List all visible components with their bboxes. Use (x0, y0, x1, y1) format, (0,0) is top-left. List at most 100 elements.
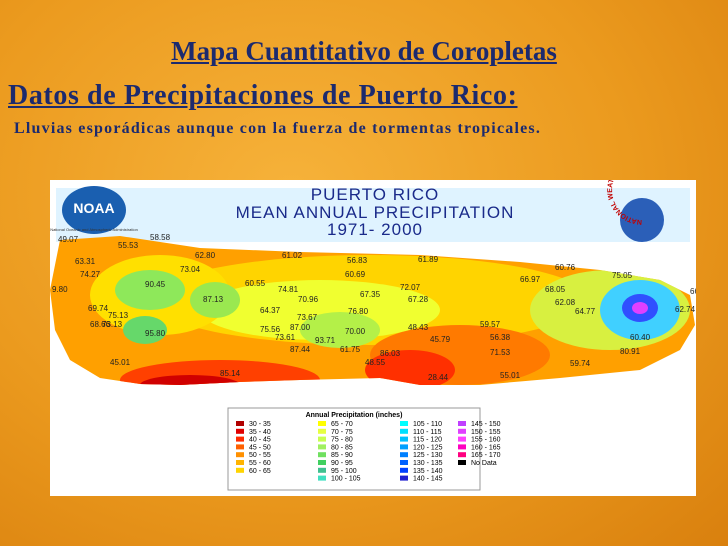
legend-swatch (236, 428, 244, 434)
station-label: 66.97 (520, 275, 541, 284)
legend-swatch (458, 452, 466, 458)
station-label: 58.58 (150, 233, 171, 242)
legend-swatch (318, 460, 326, 465)
map-title-line: 1971- 2000 (327, 220, 423, 239)
precipitation-map: NOAA National Oceanic and Atmospheric Ad… (50, 180, 696, 496)
legend-swatch (400, 475, 408, 481)
legend-label: 85 - 90 (331, 452, 353, 459)
agency-text: National Oceanic and Atmospheric Adminis… (50, 227, 138, 232)
legend-swatch (236, 452, 244, 458)
legend-label: 105 - 110 (413, 421, 442, 428)
station-label: 28.44 (428, 373, 449, 382)
legend-swatch (318, 475, 326, 481)
station-label: 76.80 (348, 307, 369, 316)
station-label: 73.67 (297, 313, 318, 322)
station-label: 62.80 (195, 251, 216, 260)
station-label: 66.00 (690, 287, 696, 296)
station-label: 86.03 (380, 349, 401, 358)
station-label: 75.56 (260, 325, 281, 334)
station-label: 64.77 (575, 307, 596, 316)
legend-swatch (318, 467, 326, 473)
map-title-line: PUERTO RICO (311, 185, 439, 204)
legend-swatch (400, 421, 408, 426)
station-label: 87.00 (290, 323, 311, 332)
station-label: 59.74 (570, 359, 591, 368)
legend-label: 45 - 50 (249, 444, 271, 451)
station-label: 70.00 (345, 327, 366, 336)
legend-label: 35 - 40 (249, 429, 271, 436)
station-label: 59.57 (480, 320, 501, 329)
island (50, 236, 695, 385)
noaa-logo (62, 186, 126, 234)
slide-subtitle: Datos de Precipitaciones de Puerto Rico: (8, 80, 518, 111)
station-label: 9.80 (52, 285, 68, 294)
legend-label: 80 - 85 (331, 444, 353, 451)
legend-swatch (400, 467, 408, 473)
legend-swatch (400, 452, 408, 458)
nws-logo (620, 198, 664, 242)
station-label: 67.35 (360, 290, 381, 299)
station-label: 73.61 (275, 333, 296, 342)
legend-label: 65 - 70 (331, 421, 353, 428)
noaa-text: NOAA (73, 200, 114, 216)
station-label: 74.27 (80, 270, 101, 279)
legend-label: 100 - 105 (331, 476, 361, 483)
legend-label: 150 - 155 (471, 429, 501, 436)
station-label: 60.76 (555, 263, 576, 272)
station-label: 56.38 (490, 333, 511, 342)
legend-title: Annual Precipitation (inches) (306, 412, 403, 419)
legend-swatch (400, 444, 408, 450)
station-label: 62.08 (555, 298, 576, 307)
legend-label: 60 - 65 (249, 468, 271, 475)
station-label: 95.80 (145, 329, 166, 338)
legend-label: 160 - 165 (471, 444, 501, 451)
legend-label: 90 - 95 (331, 460, 353, 467)
legend-label: 55 - 60 (249, 460, 271, 467)
station-label: 75.05 (612, 271, 633, 280)
station-label: 63.31 (75, 257, 96, 266)
legend-swatch (318, 436, 326, 442)
legend-label: 140 - 145 (413, 476, 443, 483)
station-label: 67.28 (408, 295, 429, 304)
legend-box (227, 407, 481, 491)
station-label: 68.05 (545, 285, 566, 294)
station-label: 55.53 (118, 241, 139, 250)
legend-label: 50 - 55 (249, 452, 271, 459)
legend-swatch (400, 460, 408, 465)
station-label: 56.83 (347, 256, 368, 265)
slide-caption: Lluvias esporádicas aunque con la fuerza… (14, 120, 542, 137)
station-label: 60.40 (630, 333, 651, 342)
legend-swatch (236, 460, 244, 465)
legend-label: 95 - 100 (331, 468, 357, 475)
station-label: 85.14 (220, 369, 241, 378)
legend-swatch (400, 428, 408, 434)
legend-label: 125 - 130 (413, 452, 443, 459)
station-label: 75.13 (108, 311, 129, 320)
station-label: 87.44 (290, 345, 311, 354)
legend-swatch (318, 452, 326, 458)
legend-label: 40 - 45 (249, 437, 271, 444)
legend-label: 75 - 80 (331, 437, 353, 444)
legend-label: 135 - 140 (413, 468, 443, 475)
legend-swatch (458, 436, 466, 442)
station-label: 71.53 (490, 348, 511, 357)
station-label: 64.37 (260, 306, 281, 315)
legend-label: 70 - 75 (331, 429, 353, 436)
legend-swatch (236, 421, 244, 426)
legend-swatch (236, 436, 244, 442)
legend-label: 115 - 120 (413, 437, 442, 444)
station-label: 61.89 (418, 255, 439, 264)
station-label: 62.74 (675, 305, 696, 314)
legend-label: 165 - 170 (471, 452, 501, 459)
map-title-line: MEAN ANNUAL PRECIPITATION (236, 203, 515, 222)
legend-swatch (318, 428, 326, 434)
slide-title: Mapa Cuantitativo de Coropletas (171, 36, 557, 66)
station-label: 80.91 (620, 347, 641, 356)
station-label: 70.96 (298, 295, 319, 304)
station-label: 90.45 (145, 280, 166, 289)
station-label: 48.43 (408, 323, 429, 332)
station-label: 73.13 (102, 320, 123, 329)
legend-swatch (458, 444, 466, 450)
station-label: 69.74 (88, 304, 109, 313)
